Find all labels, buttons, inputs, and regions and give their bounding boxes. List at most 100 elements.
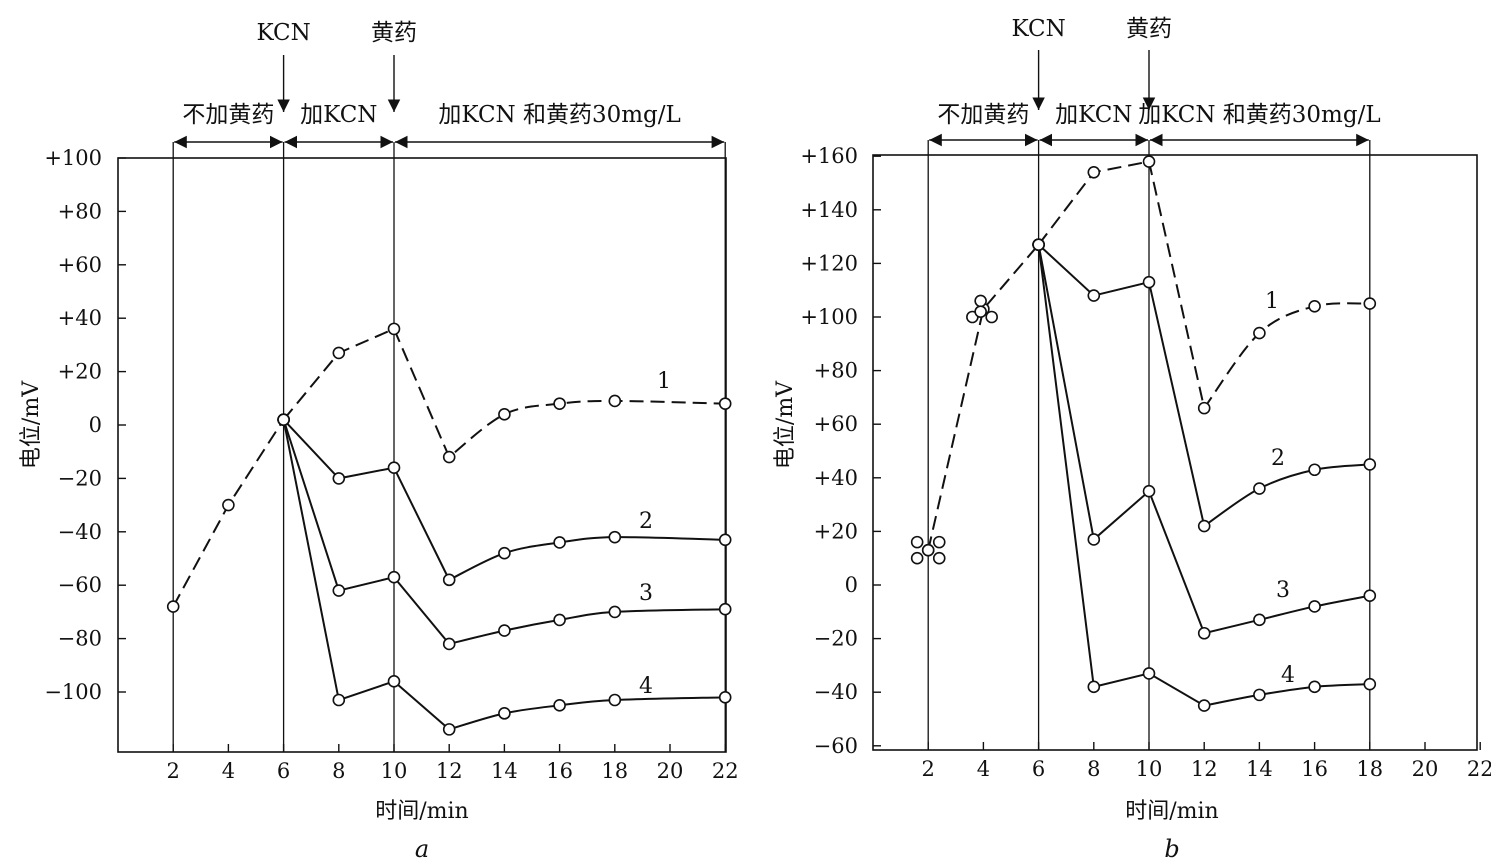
data-point-series-4 [608,693,622,707]
x-tick-label: 6 [1032,757,1045,781]
x-tick-label: 14 [1246,757,1273,781]
data-point-cluster [974,294,987,308]
y-tick-label: +140 [800,198,858,222]
y-tick-label: −40 [58,520,102,544]
data-point-series-3 [1363,589,1377,603]
x-tick-label: 18 [1356,757,1383,781]
data-point-series-3 [332,584,346,597]
data-point [222,498,235,512]
series-label: 2 [639,509,653,534]
x-tick-label: 2 [167,759,180,783]
x-tick-label: 2 [922,757,935,781]
region-label: 不加黄药 [182,102,274,128]
series-label: 1 [657,369,671,394]
x-tick-label: 8 [332,759,345,783]
data-point-series-1 [332,346,346,360]
region-label: 加KCN [1055,102,1132,128]
y-axis-title: 电位/mV [773,380,798,469]
x-axis-title: 时间/min [375,799,468,824]
data-point-series-1 [553,397,566,410]
y-tick-label: +40 [814,466,858,490]
series-label: 3 [639,581,653,606]
x-tick-label: 22 [1467,757,1491,781]
series-label: 1 [1265,289,1279,314]
region-label: 不加黄药 [937,102,1029,128]
data-point-series-1 [442,450,456,464]
series-line-3 [282,419,726,646]
data-point-series-3 [1308,600,1321,613]
x-tick-label: 16 [546,759,573,783]
data-point-series-4 [718,691,732,704]
y-tick-label: +20 [58,360,102,384]
series-label: 2 [1271,446,1285,471]
x-tick-label: 16 [1301,757,1328,781]
data-point-series-1 [1253,326,1266,340]
region-label: 加KCN 和黄药30mg/L [438,102,680,128]
data-point-series-1 [1142,155,1156,168]
y-tick-label: −20 [58,466,102,490]
y-tick-label: +80 [814,359,858,383]
data-point-series-1 [387,322,401,336]
data-point-cluster [985,310,998,324]
chart-panel-a: 不加黄药 加KCN 加KCN 和黄药30mg/L KCN 黄药 +100 +80 +60 +40… [19,20,739,863]
y-tick-label: +40 [58,306,102,330]
data-point-series-3 [553,613,566,627]
data-point [166,600,180,613]
data-point-series-2 [1253,482,1266,495]
event-label: KCN [256,20,310,46]
data-point-series-2 [1308,463,1321,477]
data-point-series-3 [387,570,401,584]
event-label: 黄药 [371,20,417,46]
y-tick-label: +160 [800,144,858,168]
x-tick-label: 20 [1412,757,1439,781]
panel-label: a [415,835,429,863]
y-tick-label: +80 [58,199,102,223]
data-point-series-1 [498,408,511,421]
data-point-series-4 [387,675,401,688]
data-point-series-3 [498,624,511,637]
x-axis-title: 时间/min [1125,799,1218,824]
y-tick-label: −60 [814,734,858,758]
data-point-series-4 [498,707,511,720]
x-tick-label: 8 [1087,757,1100,781]
y-tick-label: +60 [814,412,858,436]
chart-panel-b: 不加黄药 加KCN 加KCN 和黄药30mg/L KCN 黄药 +160 +140 +120 +… [773,16,1491,863]
data-point-series-2 [498,546,511,560]
y-tick-label: +100 [44,146,102,170]
data-point-series-4 [1253,688,1266,702]
data-point-series-1 [1197,401,1211,415]
series-label: 4 [639,674,653,699]
data-point-series-4 [442,723,456,736]
x-tick-label: 18 [601,759,628,783]
data-point-series-4 [1197,699,1211,712]
data-point-cluster [974,305,987,318]
data-point-cluster [932,551,946,565]
series-line-3 [1037,244,1370,635]
x-tick-label: 12 [436,759,463,783]
data-point-series-4 [332,693,346,707]
data-point-series-2 [718,533,732,547]
region-label: 加KCN [300,102,377,128]
x-tick-label: 4 [222,759,235,783]
data-point-series-4 [277,413,290,426]
series-label: 4 [1281,663,1295,688]
data-point-series-4 [1032,238,1045,251]
shared-start-line [927,243,1040,551]
x-tick-label: 10 [1136,757,1163,781]
data-point-series-1 [718,397,732,410]
data-point-series-2 [387,461,401,475]
plot-frame [117,157,727,753]
data-point-series-3 [1142,484,1156,498]
data-point-series-3 [1197,626,1211,640]
panel-label: b [1164,835,1179,863]
series-line-2 [1037,243,1370,528]
y-tick-label: 0 [845,573,858,597]
x-tick-label: 10 [381,759,408,783]
y-tick-label: 0 [89,413,102,437]
data-point-series-1 [1308,299,1321,313]
series-label: 3 [1276,578,1290,603]
data-point-series-2 [608,530,622,544]
data-point-series-2 [1363,458,1377,471]
y-tick-label: −80 [58,627,102,651]
